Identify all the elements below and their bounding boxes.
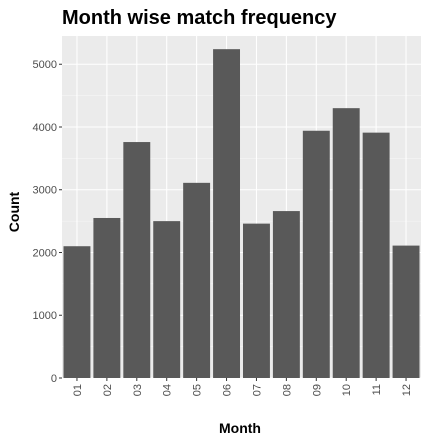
bar-10 xyxy=(332,108,360,379)
bar-11 xyxy=(362,132,390,378)
plot-panel xyxy=(62,36,421,378)
x-tick-label: 03 xyxy=(132,384,144,396)
y-tick-label: 0 xyxy=(51,373,57,385)
y-tick-label: 4000 xyxy=(33,122,57,134)
bar-12 xyxy=(392,245,420,378)
bar-09 xyxy=(302,130,330,378)
bar-02 xyxy=(93,217,121,378)
x-axis: 01 02 03 04 05 06 07 08 09 10 11 12 xyxy=(72,378,413,396)
bar-04 xyxy=(153,221,181,378)
x-tick-label: 12 xyxy=(401,384,413,396)
y-axis-title: Count xyxy=(6,191,22,232)
x-tick-label: 08 xyxy=(281,384,293,396)
y-tick-label: 1000 xyxy=(33,310,57,322)
x-tick-label: 05 xyxy=(192,384,204,396)
x-tick-label: 11 xyxy=(371,384,383,395)
bar-06 xyxy=(213,49,241,379)
x-tick-label: 10 xyxy=(341,384,353,396)
x-tick-label: 01 xyxy=(72,384,84,396)
bar-08 xyxy=(272,211,300,378)
bar-05 xyxy=(183,182,211,378)
x-axis-title: Month xyxy=(219,420,261,436)
x-tick-label: 02 xyxy=(102,384,114,396)
bar-03 xyxy=(123,142,151,378)
x-tick-label: 04 xyxy=(162,384,174,396)
y-tick-label: 5000 xyxy=(33,59,57,71)
bars xyxy=(63,49,420,379)
y-axis: 0 1000 2000 3000 4000 5000 xyxy=(33,59,62,385)
y-tick-label: 2000 xyxy=(33,247,57,259)
chart-title: Month wise match frequency xyxy=(62,7,337,29)
x-tick-label: 09 xyxy=(311,384,323,396)
x-tick-label: 07 xyxy=(251,384,263,396)
y-tick-label: 3000 xyxy=(33,185,57,197)
bar-07 xyxy=(242,223,270,378)
x-tick-label: 06 xyxy=(222,384,234,396)
bar-01 xyxy=(63,246,91,378)
